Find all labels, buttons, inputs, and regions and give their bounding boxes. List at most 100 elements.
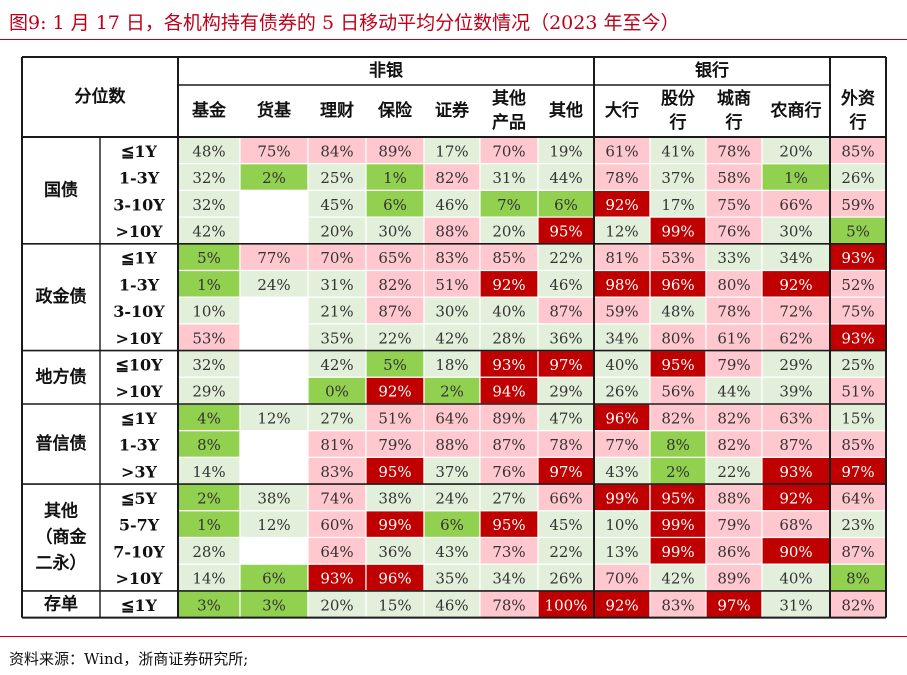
cell-value: 2%	[666, 463, 690, 481]
heatmap-cell	[307, 563, 367, 592]
cell-value: 89%	[378, 142, 411, 160]
cell-value: 25%	[320, 169, 353, 187]
heatmap-cell	[761, 163, 831, 191]
heatmap-cell	[649, 430, 707, 459]
cell-value: 94%	[492, 383, 525, 401]
cell-value: 20%	[320, 222, 353, 240]
cell-value: 99%	[378, 516, 411, 534]
cell-value: 13%	[605, 543, 638, 561]
heatmap-cell	[307, 189, 367, 218]
cell-value: 97%	[717, 596, 750, 614]
heatmap-cell	[537, 136, 595, 165]
cell-value: 58%	[717, 169, 750, 187]
heatmap-cell	[177, 430, 241, 459]
heatmap-cell	[423, 563, 481, 592]
cell-value: 97%	[841, 463, 874, 481]
heatmap-cell	[705, 163, 763, 191]
cell-value: 5%	[846, 222, 870, 240]
cell-value: 30%	[779, 222, 812, 240]
heatmap-cell	[365, 136, 425, 165]
cell-value: 42%	[320, 356, 353, 374]
cell-value: 37%	[435, 463, 468, 481]
cell-value: 53%	[192, 329, 225, 347]
cell-value: 1%	[197, 276, 221, 294]
cell-value: 51%	[841, 383, 874, 401]
cell-value: 64%	[841, 489, 874, 507]
heatmap-cell	[829, 163, 887, 191]
heatmap-cell	[479, 590, 539, 619]
cell-value: 30%	[378, 222, 411, 240]
heatmap-cell	[537, 456, 595, 485]
term-label: ≦10Y	[115, 355, 163, 374]
cell-value: 70%	[320, 249, 353, 267]
heatmap-cell	[479, 483, 539, 512]
cell-value: 40%	[492, 303, 525, 321]
heatmap-cell	[479, 136, 539, 165]
cell-value: 78%	[492, 596, 525, 614]
column-header: 货基	[257, 100, 292, 121]
cell-value: 64%	[435, 409, 468, 427]
cell-value: 82%	[717, 409, 750, 427]
heatmap-cell	[239, 536, 309, 565]
heatmap-cell	[761, 136, 831, 165]
cell-value: 22%	[549, 249, 582, 267]
cell-value: 5%	[197, 249, 221, 267]
cell-value: 85%	[841, 436, 874, 454]
heatmap-cell	[537, 269, 595, 298]
column-header: 证券	[435, 100, 470, 121]
heatmap-cell	[649, 296, 707, 325]
heatmap-cell	[761, 323, 831, 352]
cell-value: 6%	[554, 196, 578, 214]
cell-value: 18%	[435, 356, 468, 374]
column-header: 行	[669, 112, 687, 133]
heatmap-cell	[829, 216, 887, 245]
heatmap-cell	[705, 563, 763, 592]
column-header: 行	[849, 112, 867, 133]
cell-value: 96%	[378, 570, 411, 588]
cell-value: 93%	[492, 356, 525, 374]
term-label: 7-10Y	[113, 542, 165, 561]
cell-value: 38%	[257, 489, 290, 507]
heatmap-cell	[649, 456, 707, 485]
column-header: 其他	[549, 100, 583, 121]
cell-value: 8%	[197, 436, 221, 454]
cell-value: 70%	[492, 142, 525, 160]
cell-value: 96%	[605, 409, 638, 427]
cell-value: 42%	[435, 329, 468, 347]
cell-value: 92%	[492, 276, 525, 294]
heatmap-cell	[761, 269, 831, 298]
bond-type-label: 二永）	[36, 553, 87, 574]
heatmap-cell	[365, 510, 425, 539]
cell-value: 93%	[841, 329, 874, 347]
cell-value: 31%	[320, 276, 353, 294]
cell-value: 75%	[841, 303, 874, 321]
heatmap-cell	[307, 590, 367, 619]
heatmap-cell	[239, 216, 309, 245]
cell-value: 29%	[192, 383, 225, 401]
heatmap-cell	[829, 456, 887, 485]
cell-value: 2%	[440, 383, 464, 401]
heatmap-cell	[239, 403, 309, 432]
cell-value: 87%	[378, 303, 411, 321]
term-label: 5-7Y	[119, 516, 160, 535]
cell-value: 14%	[192, 570, 225, 588]
heatmap-cell	[177, 296, 241, 325]
heatmap-cell	[705, 590, 763, 619]
term-label: >10Y	[115, 382, 163, 401]
cell-value: 32%	[192, 196, 225, 214]
heatmap-cell	[705, 189, 763, 218]
cell-value: 24%	[257, 276, 290, 294]
cell-value: 90%	[779, 543, 812, 561]
cell-value: 6%	[383, 196, 407, 214]
heatmap-cell	[537, 323, 595, 352]
cell-value: 86%	[717, 543, 750, 561]
cell-value: 78%	[549, 436, 582, 454]
heatmap-cell	[649, 163, 707, 191]
cell-value: 95%	[378, 463, 411, 481]
heatmap-cell	[705, 216, 763, 245]
cell-value: 83%	[320, 463, 353, 481]
cell-value: 45%	[320, 196, 353, 214]
heatmap-cell	[479, 456, 539, 485]
heatmap-cell	[829, 563, 887, 592]
cell-value: 3%	[262, 596, 286, 614]
